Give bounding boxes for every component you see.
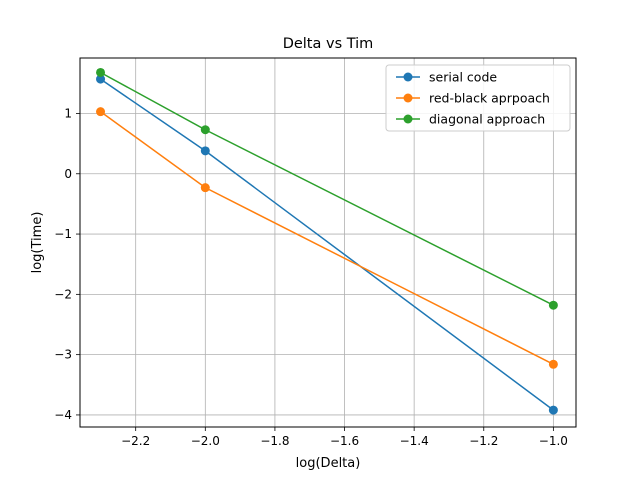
x-tick-label: −1.2 xyxy=(469,434,498,448)
grid xyxy=(80,58,576,427)
legend-entry-label: serial code xyxy=(429,70,497,85)
y-tick-label: 0 xyxy=(64,167,72,181)
legend-frame xyxy=(385,64,571,132)
y-tick-label: −4 xyxy=(54,408,72,422)
ticks: −2.2 −2.0 −1.8 −1.6 −1.4 −1.2 −1.0 −4 −3 −2 −1 0 1 xyxy=(54,106,568,448)
x-tick-label: −1.4 xyxy=(400,434,429,448)
legend-entry-label: diagonal approach xyxy=(429,112,545,127)
legend-swatch-marker xyxy=(403,93,413,103)
x-tick-label: −2.0 xyxy=(191,434,220,448)
y-tick-label: 1 xyxy=(64,106,72,120)
x-axis-label: log(Delta) xyxy=(296,456,361,471)
series-2-point xyxy=(200,183,210,193)
series-1-point xyxy=(96,74,106,84)
series-2-point xyxy=(96,107,106,117)
series-3-point xyxy=(96,67,106,77)
chart-title: Delta vs Tim xyxy=(283,36,374,52)
series-3-point xyxy=(548,300,558,310)
y-tick-label: −1 xyxy=(54,227,72,241)
legend: serial code red-black aprpoach diagonal ap… xyxy=(385,64,571,132)
x-tick-label: −1.8 xyxy=(260,434,289,448)
series-1-point xyxy=(200,146,210,156)
series-3-point xyxy=(200,125,210,135)
legend-swatch-marker xyxy=(403,72,413,82)
y-tick-label: −3 xyxy=(54,348,72,362)
legend-entry-label: red-black aprpoach xyxy=(429,91,550,106)
x-tick-label: −1.0 xyxy=(539,434,568,448)
series-layer xyxy=(96,67,558,415)
series-1-point xyxy=(548,405,558,415)
x-tick-label: −1.6 xyxy=(330,434,359,448)
series-2-point xyxy=(548,359,558,369)
plot-frame xyxy=(79,57,577,428)
legend-swatch-marker xyxy=(403,114,413,124)
x-tick-label: −2.2 xyxy=(121,434,150,448)
y-axis-label: log(Time) xyxy=(30,212,45,274)
y-tick-label: −2 xyxy=(54,287,72,301)
